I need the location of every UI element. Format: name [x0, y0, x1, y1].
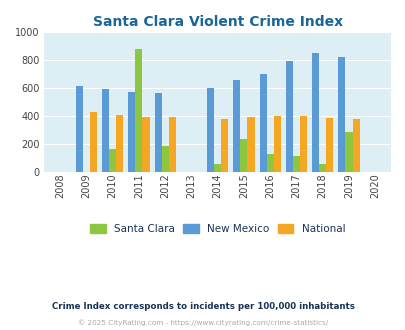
Bar: [142, 117, 149, 172]
Bar: [213, 164, 221, 172]
Bar: [233, 80, 240, 172]
Bar: [161, 146, 168, 172]
Bar: [337, 57, 345, 172]
Bar: [135, 49, 142, 172]
Bar: [352, 119, 359, 172]
Bar: [102, 88, 109, 172]
Text: © 2025 CityRating.com - https://www.cityrating.com/crime-statistics/: © 2025 CityRating.com - https://www.city…: [78, 319, 327, 326]
Bar: [240, 139, 247, 172]
Bar: [109, 149, 116, 172]
Bar: [247, 117, 254, 172]
Bar: [221, 119, 228, 172]
Bar: [273, 116, 280, 172]
Text: Crime Index corresponds to incidents per 100,000 inhabitants: Crime Index corresponds to incidents per…: [51, 302, 354, 311]
Bar: [90, 112, 97, 172]
Bar: [207, 88, 213, 172]
Bar: [285, 61, 292, 172]
Bar: [128, 92, 135, 172]
Bar: [168, 117, 175, 172]
Bar: [266, 154, 273, 172]
Legend: Santa Clara, New Mexico, National: Santa Clara, New Mexico, National: [85, 220, 349, 238]
Title: Santa Clara Violent Crime Index: Santa Clara Violent Crime Index: [92, 15, 342, 29]
Bar: [345, 132, 352, 172]
Bar: [116, 115, 123, 172]
Bar: [292, 156, 299, 172]
Bar: [299, 116, 306, 172]
Bar: [259, 74, 266, 172]
Bar: [311, 53, 318, 172]
Bar: [318, 164, 326, 172]
Bar: [154, 93, 161, 172]
Bar: [76, 86, 83, 172]
Bar: [326, 118, 333, 172]
